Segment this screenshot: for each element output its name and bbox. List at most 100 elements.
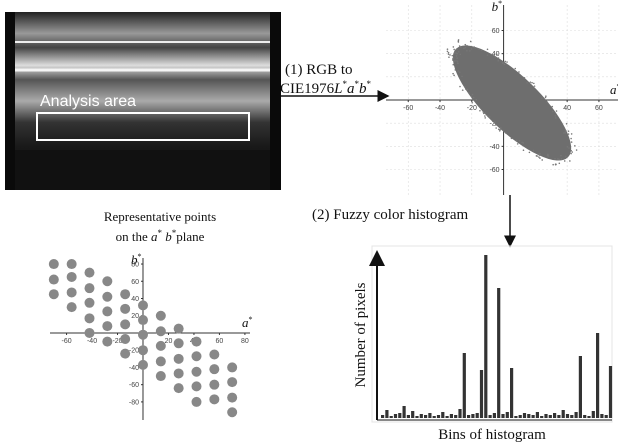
rep-point (191, 396, 202, 407)
cloud-dot (454, 69, 457, 71)
rep-title: Representative points (104, 209, 216, 224)
cloud-dot (518, 140, 521, 142)
rep-point (137, 300, 148, 311)
text: CIE1976 (280, 81, 335, 97)
cloud-dot (457, 39, 460, 41)
rep-point (209, 364, 220, 375)
y-tick-label: -20 (489, 121, 499, 128)
cloud-dot (469, 50, 471, 52)
bar (583, 415, 587, 418)
cloud-dot (538, 154, 541, 156)
bar (462, 353, 466, 418)
y-tick-label: -20 (129, 348, 139, 355)
cloud-dot (563, 132, 565, 134)
bar (381, 415, 385, 418)
bar (570, 415, 574, 418)
rep-point (102, 336, 113, 347)
cloud-dot (459, 85, 461, 88)
bar (553, 413, 557, 418)
cloud-dot (466, 44, 468, 47)
rep-point (48, 289, 59, 300)
text: a (610, 82, 617, 97)
rep-point (191, 366, 202, 377)
rep-point (191, 381, 202, 392)
x-tick-label: 60 (216, 338, 224, 345)
cloud-dot (464, 85, 466, 88)
cloud-dot (453, 60, 456, 62)
cloud-dot (546, 154, 549, 157)
cloud-dot (466, 50, 468, 52)
x-tick-label: -40 (87, 338, 97, 345)
rep-title: on the a* b*plane (116, 228, 205, 244)
bar (454, 415, 458, 418)
cloud-dot (537, 153, 539, 155)
cloud-dot (544, 96, 547, 99)
bar (544, 414, 548, 418)
cloud-dot (575, 149, 578, 151)
cloud-dot (457, 70, 460, 72)
y-tick-label: -80 (129, 399, 139, 406)
rep-point (48, 274, 59, 285)
cloud-dot (522, 142, 525, 144)
text: a (242, 315, 249, 330)
cloud-dot (488, 115, 491, 118)
cloud-dot (503, 63, 506, 66)
cloud-dot (456, 62, 459, 64)
bar (531, 415, 535, 418)
text: b (131, 252, 138, 267)
cloud-dot (449, 54, 451, 56)
text: L (333, 81, 342, 97)
cloud-dot (515, 139, 518, 142)
cloud-dot (521, 141, 523, 144)
cloud-dot (545, 95, 547, 97)
cloud-dot (528, 151, 531, 154)
x-axis-label: Bins of histogram (438, 427, 546, 443)
cloud-dot (497, 59, 500, 62)
rep-point (173, 353, 184, 364)
bar (561, 410, 565, 418)
cloud-dot (526, 82, 528, 84)
cloud-dot (461, 75, 463, 78)
cloud-dot (453, 48, 455, 51)
pixel-cloud (446, 39, 578, 166)
rep-point (191, 351, 202, 362)
y-tick-label: -60 (129, 382, 139, 389)
cloud-dot (464, 46, 467, 49)
x-tick-label: -20 (112, 338, 122, 345)
bar (424, 415, 428, 418)
text: * (343, 79, 348, 89)
rep-point (84, 297, 95, 308)
cloud-dot (453, 74, 455, 77)
cloud-dot (480, 49, 483, 51)
y-tick-label: -40 (489, 144, 499, 151)
text: on the (116, 229, 151, 244)
cloud-dot (495, 127, 497, 129)
bar (501, 414, 505, 418)
rep-point (155, 356, 166, 367)
cloud-dot (471, 93, 474, 96)
cloud-dot (486, 115, 489, 117)
cloud-dot (455, 52, 458, 54)
cloud-dot (506, 61, 508, 63)
cloud-dot (518, 71, 520, 73)
cloud-dot (461, 89, 464, 91)
cloud-dot (494, 121, 496, 123)
rep-point (155, 371, 166, 382)
bar (484, 255, 488, 418)
cloud-dot (452, 59, 454, 62)
bar (385, 410, 389, 418)
cloud-dot (497, 128, 500, 131)
axis-label: a* (610, 82, 618, 97)
cloud-dot (494, 56, 497, 58)
rep-point (209, 349, 220, 360)
text: * (367, 79, 372, 89)
rep-point (137, 329, 148, 340)
cloud-dot (494, 124, 497, 126)
cloud-dot (505, 132, 507, 134)
cloud-dot (558, 158, 561, 161)
bar (419, 414, 423, 418)
bar (574, 412, 578, 418)
bar (479, 370, 484, 418)
bar (389, 416, 393, 418)
